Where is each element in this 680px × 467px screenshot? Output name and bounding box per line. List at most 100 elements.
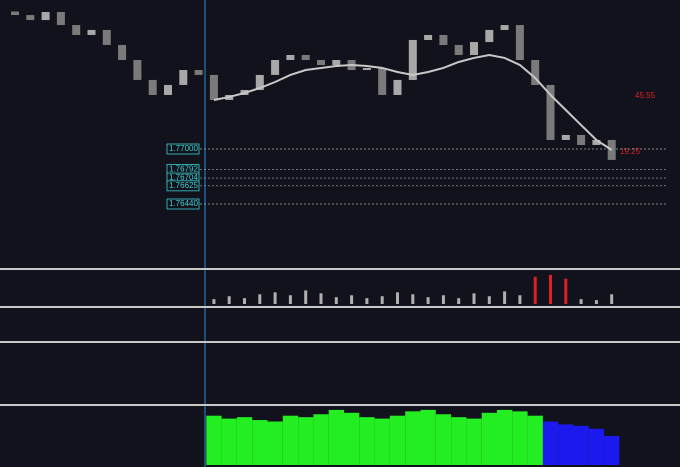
- histogram-bar: [236, 417, 253, 465]
- volume-bar: [273, 292, 277, 304]
- volume-bar: [365, 298, 369, 304]
- price-label-box: [166, 180, 200, 192]
- volume-bar: [304, 290, 308, 304]
- histogram-bar: [497, 409, 513, 465]
- candle: [87, 29, 96, 35]
- price-label-box: [166, 143, 200, 155]
- candle: [148, 79, 157, 95]
- histogram-bar: [282, 415, 299, 465]
- candle: [500, 25, 509, 30]
- annotation: 19.25: [620, 147, 641, 156]
- candle: [41, 11, 50, 21]
- histogram-bar: [405, 411, 421, 465]
- histogram-bar: [420, 409, 436, 465]
- candle: [378, 67, 387, 95]
- volume-bar: [350, 295, 354, 304]
- volume-bar: [564, 278, 568, 304]
- candle: [393, 79, 402, 95]
- volume-bar: [426, 297, 430, 304]
- candle: [408, 39, 417, 80]
- volume-bar: [441, 295, 445, 304]
- candle: [454, 44, 463, 56]
- price-label: 1.76440: [169, 199, 198, 208]
- candle: [515, 25, 524, 61]
- volume-bar: [212, 299, 216, 304]
- pane-separators: [0, 268, 680, 406]
- candle: [592, 139, 601, 145]
- histogram-bar: [512, 411, 528, 465]
- volume-bar: [411, 294, 415, 304]
- volume-bar: [334, 297, 338, 304]
- histogram-bar: [328, 409, 344, 465]
- volume-bar: [518, 295, 522, 304]
- annotation: 45.55: [635, 91, 656, 100]
- candle: [209, 74, 218, 100]
- histogram-bar: [466, 418, 482, 465]
- volume-bar: [533, 276, 537, 304]
- candle: [179, 70, 188, 85]
- candle: [286, 55, 295, 61]
- candle: [531, 60, 540, 85]
- price-label: 1.77000: [169, 144, 198, 153]
- volume-bar: [503, 291, 507, 304]
- histogram-bar: [604, 436, 620, 465]
- volume-bar: [258, 294, 262, 304]
- volume-bar: [610, 294, 614, 304]
- volume-bar: [227, 296, 231, 304]
- candle: [271, 60, 280, 75]
- volume-bar: [243, 298, 246, 304]
- histogram-bar: [359, 417, 375, 465]
- price-label: 1.76625: [169, 181, 198, 190]
- candle: [470, 42, 478, 56]
- candle: [317, 60, 325, 66]
- histogram-bar: [527, 415, 543, 465]
- volume-bar: [594, 300, 598, 304]
- histogram-bar: [374, 418, 390, 465]
- histogram-bar: [221, 418, 237, 465]
- candle: [424, 34, 433, 40]
- volume-bar: [472, 293, 476, 304]
- candle: [362, 67, 371, 71]
- histogram-bar: [298, 417, 314, 465]
- candle: [102, 29, 111, 45]
- volume-bar: [549, 274, 552, 304]
- candle: [577, 134, 586, 145]
- candle: [72, 25, 81, 35]
- price-label: 1.76704: [169, 173, 198, 182]
- histogram-bar: [435, 414, 452, 465]
- candle: [11, 11, 19, 16]
- histogram-bar: [267, 421, 283, 465]
- volume-bar: [288, 295, 292, 304]
- candle: [301, 55, 310, 61]
- candle: [332, 60, 341, 66]
- histogram-bar: [542, 421, 559, 465]
- histogram-bar: [206, 415, 222, 465]
- histogram-bar: [451, 417, 467, 465]
- histogram-bar: [313, 414, 329, 465]
- candle: [164, 84, 172, 95]
- volume-bar: [457, 298, 461, 304]
- histogram-bar: [573, 425, 589, 465]
- volume-bar: [579, 299, 583, 304]
- candle: [255, 74, 264, 90]
- candle: [439, 34, 448, 45]
- volume-bar: [487, 296, 491, 304]
- candle: [133, 60, 142, 80]
- candle: [56, 11, 65, 26]
- histogram-bar: [252, 420, 268, 465]
- volume-bar: [380, 296, 384, 304]
- candle: [561, 134, 570, 140]
- candle: [26, 15, 35, 21]
- moving-average: [213, 53, 613, 151]
- candle: [546, 84, 555, 140]
- price-label: 1.76792: [169, 165, 198, 174]
- histogram-bar: [558, 424, 574, 465]
- histogram-bar: [588, 428, 605, 465]
- histogram-bar: [481, 412, 497, 465]
- candle: [118, 44, 127, 61]
- histogram-bar: [344, 412, 360, 465]
- volume-bar: [319, 293, 323, 304]
- histogram-bar: [389, 415, 406, 465]
